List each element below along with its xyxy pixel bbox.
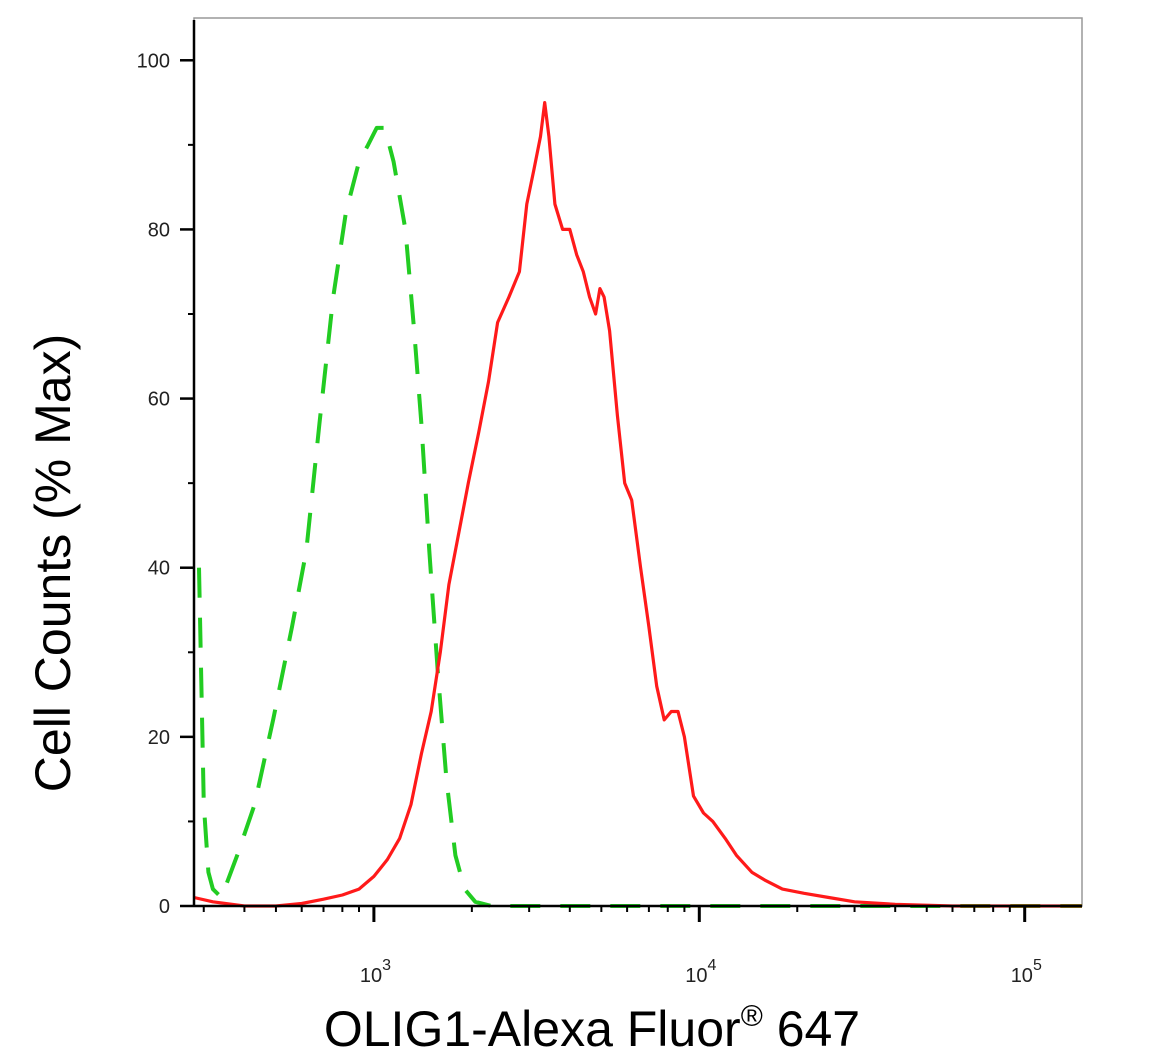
y-tick-label: 100	[137, 50, 170, 72]
x-axis-title: OLIG1-Alexa Fluor® 647	[324, 1000, 860, 1057]
x-axis-title-suffix: 647	[763, 1001, 860, 1057]
y-tick-label: 20	[148, 727, 170, 749]
x-tick-label: 105	[1011, 957, 1042, 987]
y-tick-label: 40	[148, 558, 170, 580]
x-tick-label: 104	[685, 957, 716, 987]
series-0-curve	[197, 125, 1082, 908]
y-tick-label: 0	[159, 896, 170, 918]
y-tick-label: 80	[148, 219, 170, 241]
y-axis-title: Cell Counts (% Max)	[25, 334, 81, 792]
x-tick-label: 103	[360, 957, 391, 987]
x-axis-title-registered-mark: ®	[741, 1000, 763, 1033]
x-axis-title-main: OLIG1-Alexa Fluor	[324, 1001, 741, 1057]
series-1-curve	[193, 101, 1082, 908]
y-tick-label: 60	[148, 389, 170, 411]
plot-frame	[193, 17, 1083, 907]
